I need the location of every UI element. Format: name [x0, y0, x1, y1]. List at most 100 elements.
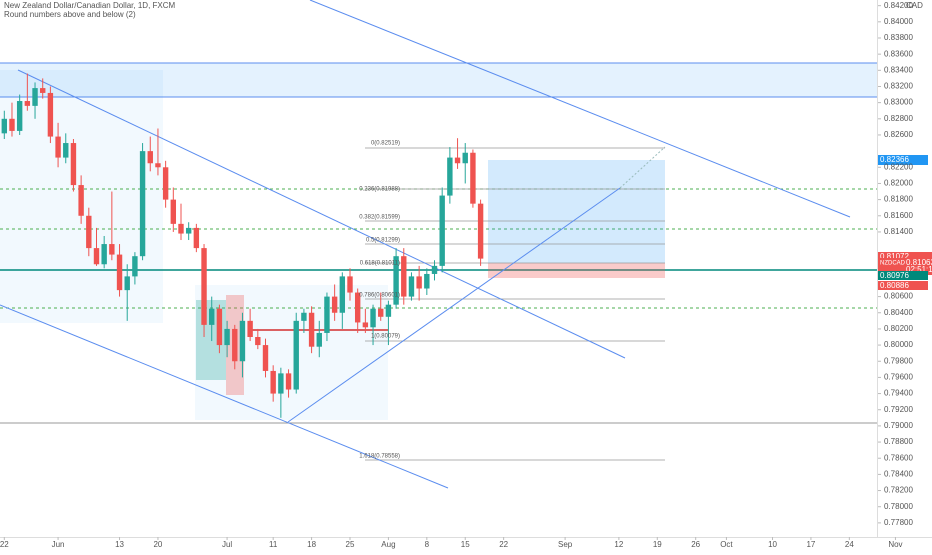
candle-body [354, 292, 361, 323]
y-tick-label: 0.78200 [884, 486, 913, 495]
candle-body [147, 151, 153, 164]
candle-body [393, 256, 399, 305]
y-tick-label: 0.78400 [884, 469, 913, 478]
candle-body [416, 276, 422, 289]
candle-body [16, 101, 23, 131]
candle-body [40, 88, 46, 93]
y-tick-label: 0.78000 [884, 502, 913, 511]
candle-body [385, 304, 392, 317]
fib-labels: 0(0.82519) 0.236(0.81988) 0.382(0.81599) 0.… [359, 141, 400, 460]
y-tick-label: 0.82200 [884, 162, 913, 171]
y-tick-label: 0.79800 [884, 356, 913, 365]
candle-body [193, 227, 200, 249]
y-tick-label: 0.83600 [884, 49, 913, 58]
currency: CAD [906, 1, 923, 10]
zone [0, 63, 877, 97]
y-tick-label: 0.80600 [884, 292, 913, 301]
fib-label: 1(0.80079) [371, 334, 400, 340]
y-tick-label: 0.79600 [884, 373, 913, 382]
candle-body [201, 248, 207, 325]
candle-body [232, 328, 238, 362]
candle-body [55, 136, 61, 158]
candle-body [255, 337, 261, 346]
x-tick-label: Nov [888, 540, 902, 549]
candle-body [401, 256, 407, 297]
price-tag: 0.80886 [880, 281, 909, 290]
fib-label: 0(0.82519) [371, 141, 400, 147]
price-tag: 0.80976 [880, 271, 909, 280]
x-tick-label: 26 [691, 540, 700, 549]
candle-body [316, 332, 322, 347]
candle-body [209, 308, 215, 325]
candle-body [224, 328, 230, 346]
y-tick-label: 0.81400 [884, 227, 913, 236]
y-tick-label: 0.82800 [884, 114, 913, 123]
y-tick-label: 0.81600 [884, 211, 913, 220]
x-tick-label: Aug [381, 540, 395, 549]
y-tick-label: 0.80400 [884, 308, 913, 317]
x-tick-label: 20 [153, 540, 162, 549]
y-tick-label: 0.83200 [884, 82, 913, 91]
candle-body [308, 312, 315, 347]
candle-body [101, 244, 107, 265]
candle-body [285, 373, 292, 390]
candle-body [278, 373, 284, 394]
x-tick-label: 25 [346, 540, 355, 549]
countdown: 02:51:17 [906, 265, 932, 274]
chart-subtitle: Round numbers above and below (2) [4, 10, 136, 19]
target-box [488, 160, 665, 263]
drawings [0, 0, 877, 489]
y-tick-label: 0.78600 [884, 453, 913, 462]
candle-body [370, 308, 376, 328]
x-tick-label: 8 [425, 540, 430, 549]
price-tag: 0.82366 [880, 155, 909, 164]
y-tick-label: 0.83800 [884, 33, 913, 42]
x-tick-label: 17 [806, 540, 815, 549]
candle-body [132, 256, 138, 277]
x-tick-label: 18 [307, 540, 316, 549]
x-tick-label: 22 [0, 540, 9, 549]
candles [1, 73, 484, 418]
candle-body [324, 296, 330, 333]
x-tick-label: 12 [614, 540, 623, 549]
x-tick-label: 11 [269, 540, 278, 549]
candle-body [362, 322, 369, 328]
y-tick-label: 0.79000 [884, 421, 913, 430]
y-tick-label: 0.79200 [884, 405, 913, 414]
candle-body [162, 167, 169, 200]
candle-body [293, 320, 299, 390]
fib-label: 0.382(0.81599) [359, 215, 400, 221]
x-tick-label: Jul [222, 540, 232, 549]
candle-body [331, 296, 338, 313]
fib-label: 0.236(0.81988) [359, 187, 400, 193]
trend-lines [0, 0, 851, 489]
candle-body [447, 157, 453, 196]
candle-body [1, 118, 8, 134]
stop-box [488, 263, 665, 278]
candle-body [185, 227, 192, 234]
candle-body [301, 312, 307, 321]
x-tick-label: Oct [720, 540, 733, 549]
candle-body [178, 223, 184, 234]
y-tick-label: 0.82600 [884, 130, 913, 139]
y-tick-label: 0.79400 [884, 389, 913, 398]
x-tick-label: 15 [461, 540, 470, 549]
candle-body [216, 308, 223, 346]
x-tick-label: Sep [558, 540, 573, 549]
candle-body [70, 143, 77, 186]
candle-body [347, 276, 353, 293]
y-tick-label: 0.80200 [884, 324, 913, 333]
candle-body [47, 92, 54, 137]
candle-body [86, 215, 92, 249]
chart-title: New Zealand Dollar/Canadian Dollar, 1D, … [4, 1, 176, 10]
candle-body [109, 244, 115, 255]
candle-body [424, 273, 430, 289]
fib-label: 0.618(0.81011) [360, 261, 400, 267]
candle-body [378, 308, 384, 317]
candle-body [116, 254, 123, 291]
candle-body [170, 199, 177, 224]
candle-body [339, 276, 346, 313]
x-tick-label: 19 [653, 540, 662, 549]
